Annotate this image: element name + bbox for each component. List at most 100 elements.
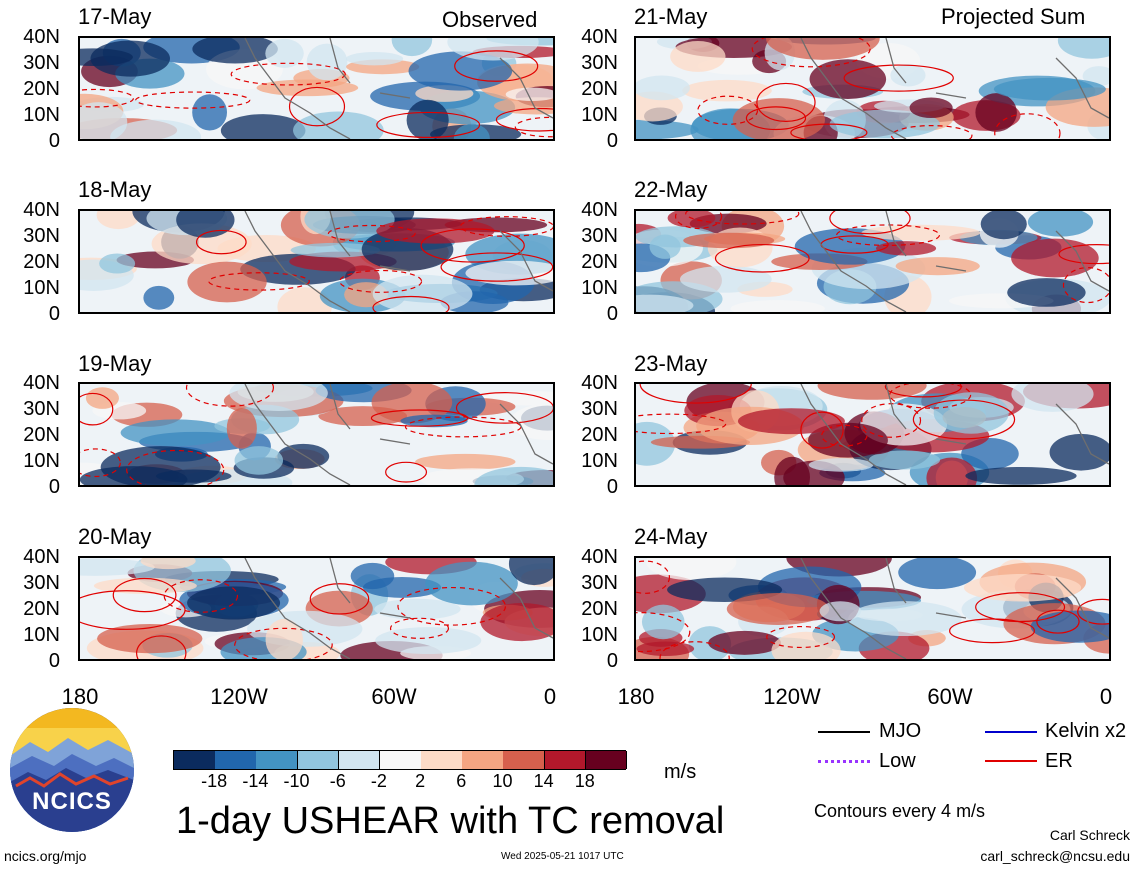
colorbar-swatch: [544, 751, 587, 769]
shear-blob: [110, 119, 202, 139]
y-tick-label: 0: [606, 476, 618, 498]
x-tick-label: 0: [1099, 684, 1113, 709]
shear-blob: [898, 558, 977, 590]
map-panel-observed-2: [78, 209, 555, 314]
shear-blob: [829, 109, 940, 139]
logo-text: NCICS: [32, 788, 112, 815]
y-tick-label: 10N: [23, 624, 60, 646]
mountain-logo-icon: [10, 708, 134, 832]
legend-label-er: ER: [1045, 750, 1073, 772]
y-tick-label: 40N: [581, 372, 618, 394]
y-tick-label: 30N: [581, 52, 618, 74]
shear-blob: [876, 241, 937, 256]
map-field: [636, 211, 1109, 312]
shear-blob: [975, 93, 1017, 132]
er-contour: [185, 384, 274, 407]
shear-blob: [229, 384, 328, 411]
er-contour: [195, 229, 247, 255]
shear-blob: [508, 558, 553, 586]
shear-blob: [1030, 610, 1109, 643]
legend-label-kelvin: Kelvin x2: [1045, 720, 1127, 742]
map-panel-projected-4: [634, 556, 1111, 661]
author-email[interactable]: carl_schreck@ncsu.edu: [980, 848, 1130, 864]
timestamp: Wed 2025-05-21 1017 UTC: [501, 851, 624, 862]
shear-blob: [679, 265, 772, 293]
y-tick-label: 20N: [23, 598, 60, 620]
shear-blob: [980, 211, 1027, 240]
shear-blob: [1027, 211, 1094, 237]
map-panel-projected-3: [634, 382, 1111, 487]
shear-blob: [415, 453, 516, 470]
colorbar-tick-label: 6: [456, 771, 467, 791]
map-panel-projected-1: [634, 36, 1111, 141]
shear-blob: [737, 408, 845, 435]
shear-blob: [771, 631, 841, 659]
y-tick-label: 30N: [581, 572, 618, 594]
legend-swatch-mjo: [818, 731, 870, 733]
site-link[interactable]: ncics.org/mjo: [4, 848, 87, 864]
colorbar-swatch: [215, 751, 257, 769]
er-contour: [389, 617, 450, 639]
legend-swatch-kelvin: [985, 731, 1037, 733]
colorbar-tick-label: -2: [370, 771, 387, 791]
x-tick-label: 180: [617, 684, 655, 709]
coastline: [244, 558, 553, 659]
shear-blob: [345, 52, 404, 66]
colorbar-tick-label: -14: [242, 771, 269, 791]
shear-blob: [683, 232, 775, 249]
panel-date-label: 23-May: [634, 351, 708, 376]
shear-blob: [909, 97, 953, 119]
er-contour: [766, 625, 836, 649]
er-contour: [309, 583, 370, 615]
y-tick-label: 20N: [581, 598, 618, 620]
shear-blob: [192, 38, 278, 64]
er-contour: [800, 411, 844, 449]
er-contour: [112, 577, 177, 613]
shear-blob: [965, 466, 1077, 485]
legend-swatch-low: [818, 760, 870, 763]
y-tick-label: 20N: [23, 78, 60, 100]
y-tick-label: 30N: [23, 52, 60, 74]
y-tick-label: 0: [48, 130, 60, 152]
panel-date-label: 18-May: [78, 177, 152, 202]
shear-blob: [425, 561, 518, 606]
x-tick-label: 120W: [210, 684, 268, 709]
colorbar-swatch: [256, 751, 299, 769]
coastline: [800, 384, 1109, 485]
shear-blob: [376, 218, 495, 244]
y-tick-label: 0: [48, 303, 60, 325]
legend-label-mjo: MJO: [879, 720, 922, 742]
panel-date-label: 20-May: [78, 524, 152, 549]
colorbar-swatch: [585, 751, 628, 769]
map-field: [80, 558, 553, 659]
y-tick-label: 40N: [23, 372, 60, 394]
panel-date-label: 21-May: [634, 4, 708, 29]
shear-blob: [140, 558, 196, 570]
y-tick-label: 10N: [581, 104, 618, 126]
y-tick-label: 30N: [23, 225, 60, 247]
map-field: [80, 38, 553, 139]
map-field: [636, 38, 1109, 139]
er-contour: [1058, 244, 1109, 265]
shear-blob: [99, 253, 136, 274]
shear-blob: [96, 211, 141, 230]
contour-note: Contours every 4 m/s: [814, 801, 986, 821]
colorbar-swatch: [462, 751, 504, 769]
er-contour: [843, 64, 954, 92]
er-contour: [821, 424, 868, 447]
er-contour: [1077, 598, 1109, 625]
panel-date-label: 17-May: [78, 4, 152, 29]
er-contour: [674, 211, 723, 229]
er-contour: [756, 82, 816, 123]
shear-blob: [890, 64, 926, 87]
shear-blob: [670, 41, 726, 72]
shear-blob: [304, 211, 395, 239]
shear-blob: [220, 114, 306, 139]
projected-sum-label: Projected Sum: [941, 4, 1086, 29]
y-tick-label: 30N: [581, 398, 618, 420]
shear-blob: [641, 604, 685, 640]
er-contour: [495, 107, 553, 132]
shear-blob: [391, 38, 433, 57]
er-contour: [80, 88, 134, 108]
shear-blob: [933, 392, 1009, 434]
